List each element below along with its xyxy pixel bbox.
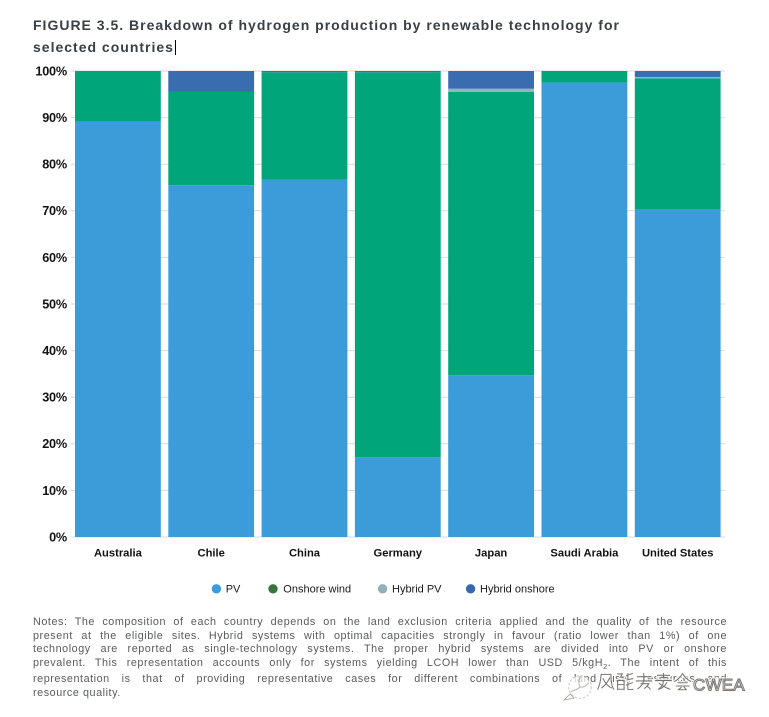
svg-text:Australia: Australia (94, 548, 143, 560)
svg-text:Saudi Arabia: Saudi Arabia (550, 548, 619, 560)
svg-text:80%: 80% (42, 158, 67, 172)
svg-text:70%: 70% (42, 204, 67, 218)
svg-text:Chile: Chile (198, 548, 225, 560)
svg-text:Japan: Japan (475, 548, 507, 560)
svg-text:Germany: Germany (374, 548, 423, 560)
svg-text:CWEA: CWEA (693, 676, 745, 695)
svg-text:Hybrid onshore: Hybrid onshore (480, 584, 555, 596)
svg-text:0%: 0% (49, 530, 67, 544)
svg-text:60%: 60% (42, 251, 67, 265)
svg-text:Onshore wind: Onshore wind (283, 584, 351, 596)
svg-text:40%: 40% (42, 344, 67, 358)
svg-text:50%: 50% (42, 297, 67, 311)
svg-text:China: China (289, 548, 321, 560)
svg-text:30%: 30% (42, 391, 67, 405)
svg-text:CWEA: CWEA (693, 676, 745, 695)
svg-text:10%: 10% (42, 484, 67, 498)
svg-text:20%: 20% (42, 437, 67, 451)
svg-text:90%: 90% (42, 111, 67, 125)
svg-text:Hybrid PV: Hybrid PV (392, 584, 442, 596)
svg-text:100%: 100% (35, 64, 67, 78)
svg-text:PV: PV (226, 584, 241, 596)
svg-text:United States: United States (642, 548, 714, 560)
